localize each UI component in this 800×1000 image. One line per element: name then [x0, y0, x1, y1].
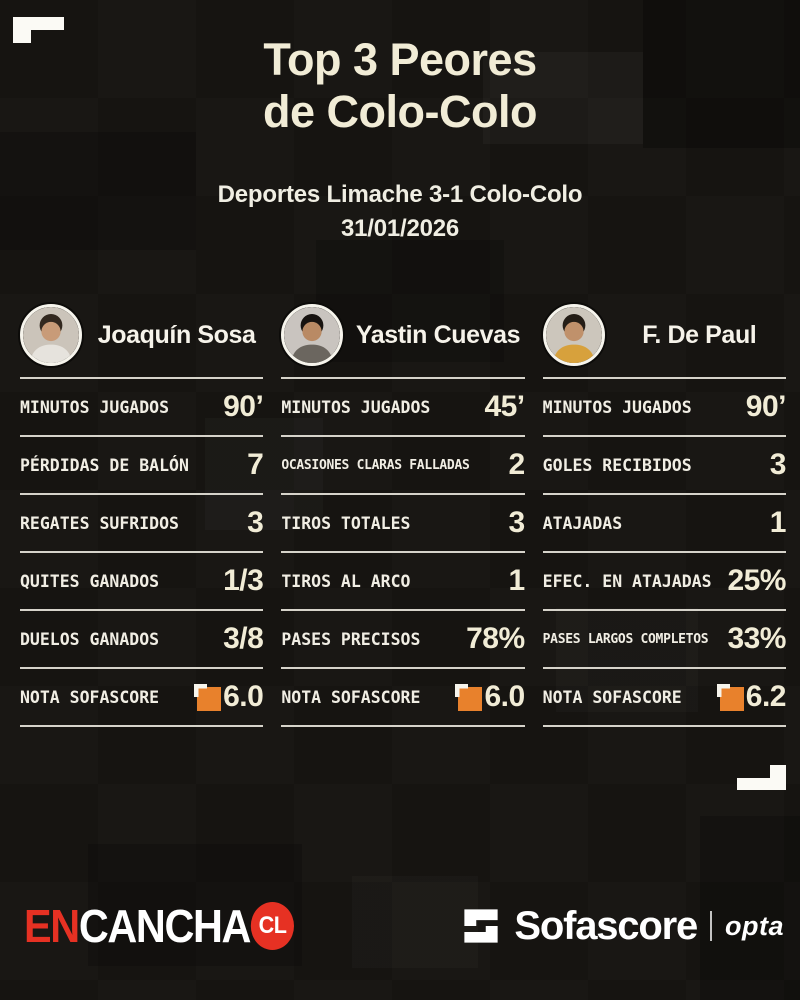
brand-bar: ENCANCHA CL Sofascore opta [0, 902, 800, 950]
stat-value: 25% [727, 564, 786, 597]
sofascore-rating-badge-icon [716, 683, 744, 711]
match-date: 31/01/2026 [340, 214, 460, 242]
stat-row: QUITES GANADOS 1/3 [20, 553, 264, 611]
page-title-line2: de Colo-Colo [263, 86, 537, 138]
stat-value: 78% [466, 622, 525, 655]
stat-row: NOTA SOFASCORE 6.0 [281, 669, 525, 727]
stat-label: GOLES RECIBIDOS [542, 455, 692, 475]
player-stats: MINUTOS JUGADOS 45’ OCASIONES CLARAS FAL… [281, 379, 525, 727]
player-name: F. De Paul [642, 320, 757, 349]
encancha-logo: ENCANCHA CL [24, 900, 295, 952]
stat-label: DUELOS GANADOS [20, 629, 160, 649]
stat-label: REGATES SUFRIDOS [20, 513, 179, 533]
stat-row: ATAJADAS 1 [542, 495, 787, 553]
stat-label: ATAJADAS [542, 513, 623, 533]
encancha-logo-en: EN [24, 900, 80, 952]
player-header: F. De Paul [542, 304, 786, 379]
stat-row: TIROS TOTALES 3 [281, 495, 525, 553]
corner-bracket-top-left-icon [13, 17, 64, 43]
player-name: Joaquín Sosa [97, 320, 256, 349]
sofascore-rating-badge-icon [455, 683, 483, 711]
stat-label: PASES LARGOS COMPLETOS [542, 631, 709, 647]
player-photo-placeholder [545, 307, 602, 363]
page-title: Top 3 Peores de Colo-Colo [0, 0, 800, 138]
stat-value: 3 [769, 448, 787, 481]
player-column: F. De Paul MINUTOS JUGADOS 90’ GOLES REC… [542, 304, 787, 727]
player-photo-placeholder [284, 307, 341, 363]
stat-row: MINUTOS JUGADOS 90’ [20, 379, 264, 437]
stat-label: MINUTOS JUGADOS [281, 397, 431, 417]
sofascore-opta-logos: Sofascore opta [461, 906, 784, 946]
stat-value: 1 [769, 506, 787, 539]
stat-row: PÉRDIDAS DE BALÓN 7 [20, 437, 264, 495]
player-column: Yastin Cuevas MINUTOS JUGADOS 45’ OCASIO… [281, 304, 525, 727]
stat-row: GOLES RECIBIDOS 3 [542, 437, 787, 495]
stat-row: NOTA SOFASCORE 6.2 [542, 669, 787, 727]
stat-label: TIROS AL ARCO [281, 571, 411, 591]
stat-label: OCASIONES CLARAS FALLADAS [281, 457, 470, 473]
player-header: Yastin Cuevas [281, 304, 525, 379]
stat-value: 33% [727, 622, 786, 655]
stat-label: NOTA SOFASCORE [542, 687, 682, 707]
stat-value: 6.2 [745, 680, 787, 713]
player-stats: MINUTOS JUGADOS 90’ PÉRDIDAS DE BALÓN 7 … [20, 379, 264, 727]
stat-value: 7 [247, 448, 264, 481]
stat-label: TIROS TOTALES [281, 513, 411, 533]
stat-value: 1 [508, 564, 525, 597]
stat-label: NOTA SOFASCORE [281, 687, 421, 707]
stat-value: 2 [508, 448, 525, 481]
stat-value: 3 [247, 506, 264, 539]
sofascore-rating-badge-icon [194, 683, 222, 711]
opta-wordmark: opta [725, 910, 784, 941]
player-stats: MINUTOS JUGADOS 90’ GOLES RECIBIDOS 3 AT… [542, 379, 787, 727]
corner-bracket-bottom-right-icon [737, 765, 786, 790]
player-avatar [542, 304, 605, 366]
stat-value: 3/8 [223, 622, 264, 655]
stat-value: 6.0 [484, 680, 525, 713]
player-avatar [20, 304, 82, 366]
stat-row: OCASIONES CLARAS FALLADAS 2 [281, 437, 525, 495]
stat-value: 6.0 [223, 680, 264, 713]
stat-row: DUELOS GANADOS 3/8 [20, 611, 264, 669]
stat-value: 90’ [745, 390, 787, 423]
sofascore-icon [464, 909, 498, 943]
stat-row: TIROS AL ARCO 1 [281, 553, 525, 611]
match-result: Deportes Limache 3-1 Colo-Colo [217, 181, 583, 209]
stat-row: PASES PRECISOS 78% [281, 611, 525, 669]
stat-label: PASES PRECISOS [281, 629, 421, 649]
stat-value: 90’ [223, 390, 264, 423]
stat-label: QUITES GANADOS [20, 571, 160, 591]
stat-row: MINUTOS JUGADOS 45’ [281, 379, 525, 437]
stat-label: MINUTOS JUGADOS [20, 397, 170, 417]
match-subtitle: Deportes Limache 3-1 Colo-Colo 31/01/202… [0, 178, 800, 245]
players-grid: Joaquín Sosa MINUTOS JUGADOS 90’ PÉRDIDA… [20, 304, 786, 727]
stat-row: MINUTOS JUGADOS 90’ [542, 379, 787, 437]
stat-row: PASES LARGOS COMPLETOS 33% [542, 611, 786, 669]
encancha-logo-cancha: CANCHA [78, 900, 252, 952]
stat-row: EFEC. EN ATAJADAS 25% [542, 553, 786, 611]
stat-label: NOTA SOFASCORE [20, 687, 160, 707]
player-photo-placeholder [23, 307, 79, 363]
player-header: Joaquín Sosa [20, 304, 264, 379]
page-title-line1: Top 3 Peores [263, 34, 537, 85]
stat-value: 1/3 [223, 564, 264, 597]
player-name: Yastin Cuevas [355, 320, 521, 349]
player-avatar [281, 304, 344, 366]
stat-row: NOTA SOFASCORE 6.0 [20, 669, 264, 727]
stat-label: MINUTOS JUGADOS [542, 397, 692, 417]
stat-row: REGATES SUFRIDOS 3 [20, 495, 264, 553]
stat-value: 3 [508, 506, 525, 539]
stat-value: 45’ [484, 390, 525, 423]
stat-label: PÉRDIDAS DE BALÓN [20, 455, 189, 475]
logo-divider [710, 911, 712, 941]
stat-label: EFEC. EN ATAJADAS [542, 571, 712, 591]
sofascore-wordmark: Sofascore [514, 904, 698, 948]
player-column: Joaquín Sosa MINUTOS JUGADOS 90’ PÉRDIDA… [20, 304, 264, 727]
encancha-cl-badge: CL [251, 902, 295, 950]
